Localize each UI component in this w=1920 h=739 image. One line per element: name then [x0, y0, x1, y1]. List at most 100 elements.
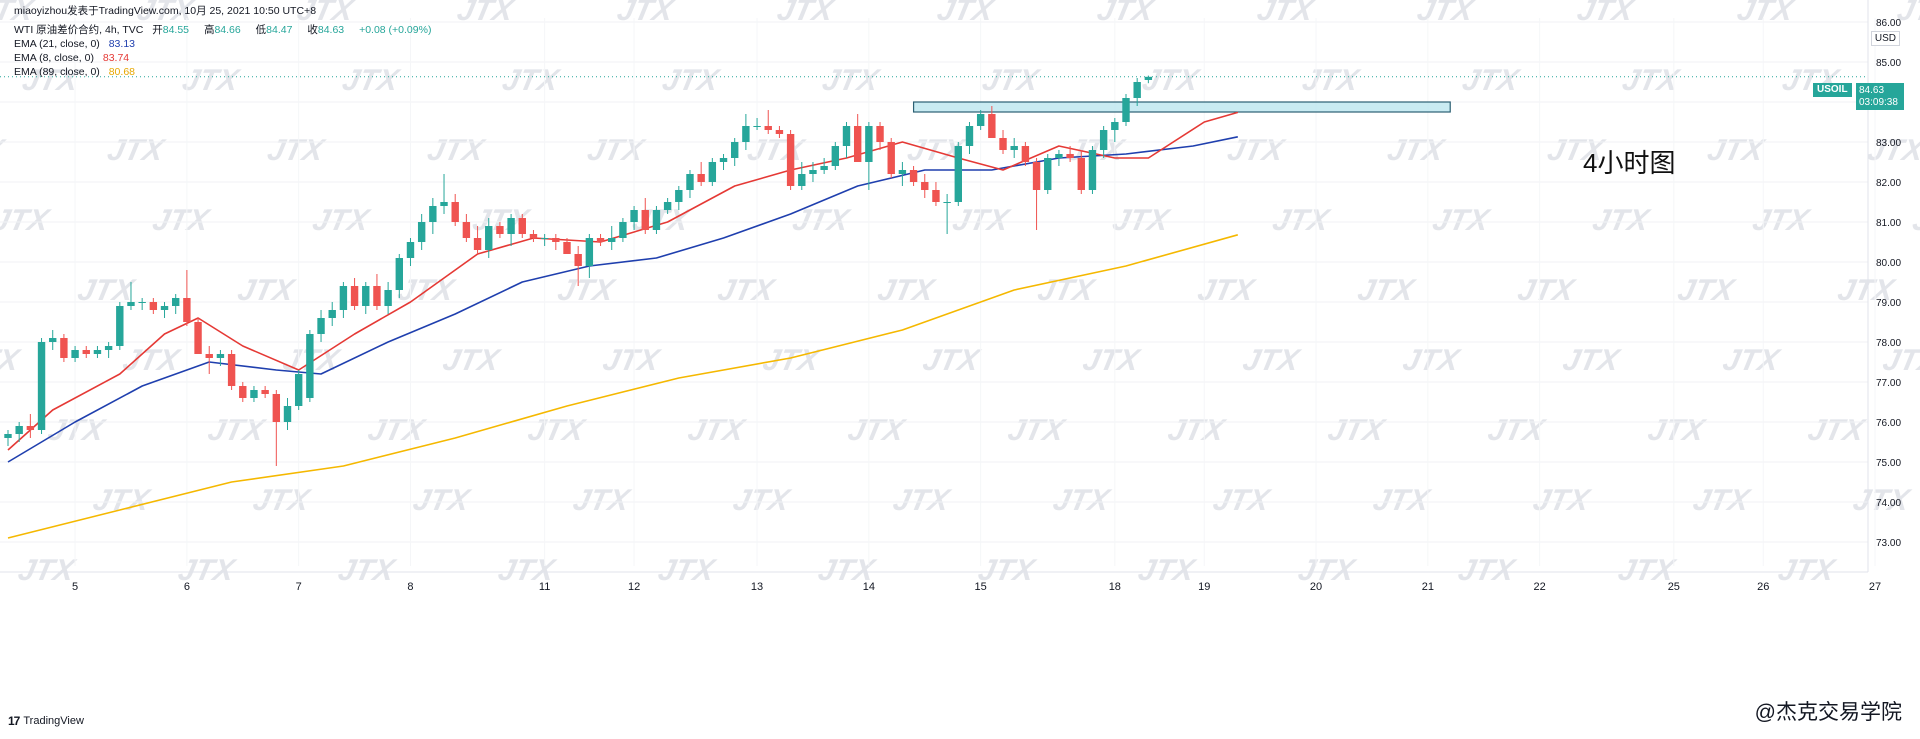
candle[interactable] [1032, 158, 1041, 230]
candle[interactable] [239, 382, 247, 402]
candle[interactable] [887, 138, 895, 178]
candles-layer[interactable] [4, 75, 1153, 466]
candle[interactable] [37, 338, 46, 434]
candle[interactable] [697, 162, 705, 186]
candle[interactable] [1088, 146, 1097, 194]
candle[interactable] [451, 194, 459, 226]
candle[interactable] [283, 398, 292, 430]
candle[interactable] [518, 214, 526, 238]
indicator-ema8-legend[interactable]: EMA (8, close, 0) 83.74 [14, 51, 135, 65]
candle[interactable] [552, 234, 560, 250]
candle[interactable] [272, 390, 281, 466]
candle[interactable] [988, 106, 996, 138]
candle[interactable] [574, 246, 582, 286]
candle[interactable] [965, 122, 974, 154]
time-axis[interactable]: 5 6 7 8 11 12 13 14 15 18 19 20 21 22 25 26 27 [0, 571, 1881, 593]
candle[interactable] [898, 162, 907, 186]
candle[interactable] [876, 122, 884, 150]
candle[interactable] [429, 198, 437, 234]
candle[interactable] [1111, 118, 1119, 142]
candle[interactable] [865, 122, 873, 190]
candle[interactable] [999, 130, 1007, 154]
candle[interactable] [406, 238, 415, 266]
candle[interactable] [138, 298, 146, 310]
candle[interactable] [596, 234, 605, 246]
candle[interactable] [1044, 154, 1052, 194]
candle[interactable] [250, 386, 258, 402]
candle[interactable] [149, 298, 158, 314]
candle[interactable] [909, 166, 918, 186]
candle[interactable] [563, 238, 571, 254]
candle[interactable] [485, 218, 493, 258]
candle[interactable] [116, 302, 124, 350]
candle[interactable] [842, 122, 851, 158]
symbol-legend[interactable]: WTI 原油差价合约, 4h, TVC 开84.55 高84.66 低84.47… [14, 23, 437, 37]
candle[interactable] [798, 162, 806, 190]
candle[interactable] [585, 234, 594, 278]
candle[interactable] [529, 230, 538, 242]
candle[interactable] [417, 214, 426, 250]
indicator-ema21-legend[interactable]: EMA (21, close, 0) 83.13 [14, 37, 141, 51]
candle[interactable] [294, 370, 303, 410]
candle[interactable] [1133, 78, 1141, 106]
candle[interactable] [820, 158, 828, 174]
candle[interactable] [809, 162, 817, 182]
candle[interactable] [921, 174, 929, 198]
candle[interactable] [4, 430, 12, 446]
candle[interactable] [663, 198, 672, 214]
candle[interactable] [1055, 150, 1063, 166]
candle[interactable] [675, 186, 683, 210]
candle[interactable] [507, 214, 515, 246]
candle[interactable] [227, 350, 236, 390]
candle[interactable] [60, 334, 68, 362]
candle[interactable] [82, 346, 90, 358]
candle[interactable] [71, 346, 79, 362]
candle[interactable] [853, 114, 862, 162]
candle[interactable] [183, 270, 191, 326]
candle[interactable] [1021, 142, 1030, 166]
candle[interactable] [462, 214, 471, 242]
candle[interactable] [127, 282, 135, 310]
candle[interactable] [719, 154, 728, 170]
candle[interactable] [104, 342, 113, 358]
candle[interactable] [708, 158, 717, 186]
resistance-zone[interactable] [912, 101, 1451, 113]
candle[interactable] [786, 130, 795, 190]
candle[interactable] [954, 142, 962, 206]
candle[interactable] [608, 226, 616, 250]
candle[interactable] [753, 118, 761, 130]
candle[interactable] [641, 198, 649, 234]
candle[interactable] [1099, 126, 1108, 158]
candle[interactable] [686, 170, 694, 198]
tradingview-logo[interactable]: 17 TradingView [8, 714, 84, 728]
candle[interactable] [473, 226, 482, 254]
candle[interactable] [93, 346, 102, 358]
candle[interactable] [1010, 138, 1018, 158]
candle[interactable] [1077, 150, 1085, 194]
candle[interactable] [742, 114, 750, 150]
candle[interactable] [350, 278, 359, 310]
candle[interactable] [619, 218, 627, 242]
candle[interactable] [630, 206, 638, 230]
candle[interactable] [440, 174, 448, 214]
candle[interactable] [932, 182, 940, 206]
candle[interactable] [831, 142, 840, 170]
candle[interactable] [49, 330, 57, 350]
candle[interactable] [976, 110, 985, 130]
candle[interactable] [540, 234, 549, 246]
candle[interactable] [764, 110, 772, 134]
candle[interactable] [172, 294, 180, 314]
candle[interactable] [373, 274, 381, 310]
candle[interactable] [943, 194, 951, 234]
candle[interactable] [384, 282, 392, 314]
candle[interactable] [194, 318, 202, 354]
candle[interactable] [160, 302, 169, 318]
candle[interactable] [731, 138, 739, 166]
indicator-ema89-legend[interactable]: EMA (89, close, 0) 80.68 [14, 65, 141, 79]
candle[interactable] [395, 254, 403, 298]
candle[interactable] [15, 422, 23, 442]
candle[interactable] [1122, 94, 1130, 126]
candle[interactable] [362, 282, 370, 314]
